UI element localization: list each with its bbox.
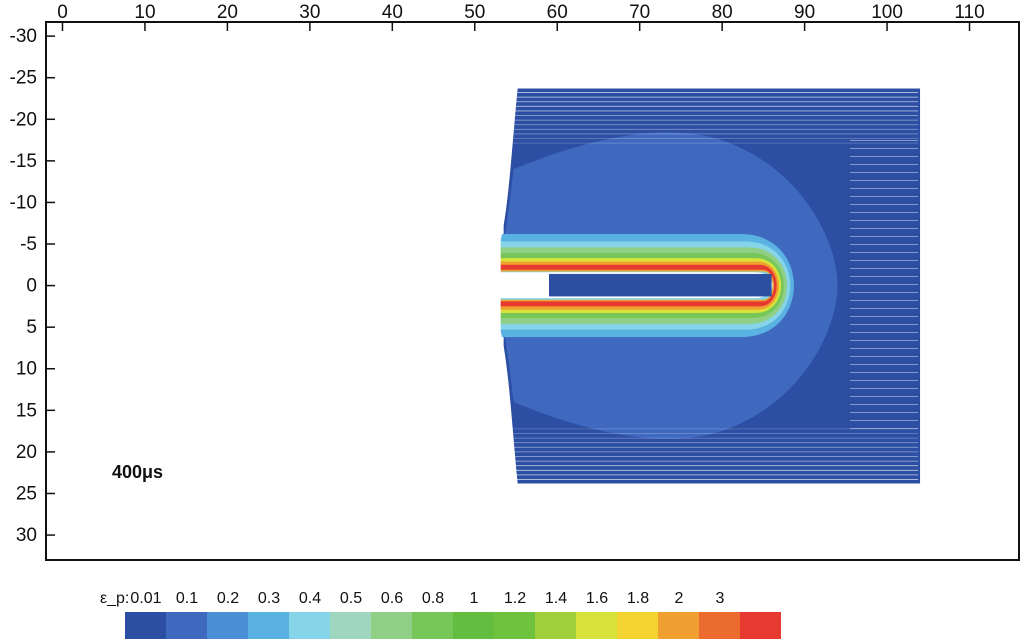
- plot-frame: [45, 21, 1020, 561]
- axes: 0 10 20 30 40 50 60 70 80 90 100 110-30-25-20-15-10…: [10, 2, 985, 546]
- x-tick-label-70: 70: [629, 2, 650, 23]
- x-tick-label-60: 60: [547, 2, 568, 23]
- colorbar-level-10: 1.4: [545, 590, 567, 607]
- colorbar-level-6: 0.6: [381, 590, 403, 607]
- y-tick-label-30: 30: [16, 525, 37, 546]
- x-tick-label-50: 50: [464, 2, 485, 23]
- y-tick-label-5: 5: [26, 317, 37, 338]
- colorbar-swatch-10: [535, 612, 576, 639]
- y-tick-label-20: 20: [16, 442, 37, 463]
- time-annotation: 400μs: [112, 462, 163, 482]
- colorbar-level-11: 1.6: [586, 590, 608, 607]
- colorbar-level-13: 2: [675, 590, 684, 607]
- y-tick-label--15: -15: [10, 151, 37, 172]
- x-tick-label-100: 100: [871, 2, 903, 23]
- y-tick-label--25: -25: [10, 68, 37, 89]
- x-tick-label-0: 0: [57, 2, 68, 23]
- y-tick-label-0: 0: [26, 276, 37, 297]
- colorbar-swatch-15: [740, 612, 781, 639]
- colorbar-level-9: 1.2: [504, 590, 526, 607]
- colorbar-level-4: 0.4: [299, 590, 321, 607]
- colorbar: ε_p: 0.01 0.1 0.2 0.3 0.4 0.5 0.6 0.8 1 1.2 1.4 1.6 1…: [100, 590, 781, 639]
- colorbar-swatch-0: [125, 612, 166, 639]
- colorbar-label: ε_p:: [100, 590, 129, 607]
- colorbar-level-5: 0.5: [340, 590, 362, 607]
- x-tick-label-40: 40: [382, 2, 403, 23]
- colorbar-level-12: 1.8: [627, 590, 649, 607]
- left-margin-mask: [491, 87, 501, 485]
- y-tick-label-10: 10: [16, 359, 37, 380]
- colorbar-swatch-4: [289, 612, 330, 639]
- x-tick-label-20: 20: [217, 2, 238, 23]
- y-tick-label--5: -5: [20, 234, 37, 255]
- x-tick-label-110: 110: [954, 2, 984, 23]
- colorbar-level-3: 0.3: [258, 590, 280, 607]
- colorbar-swatch-13: [658, 612, 699, 639]
- colorbar-level-7: 0.8: [422, 590, 444, 607]
- strain-field: [0, 87, 921, 485]
- x-tick-label-10: 10: [134, 2, 155, 23]
- y-tick-label--20: -20: [10, 109, 37, 130]
- x-tick-label-80: 80: [712, 2, 733, 23]
- colorbar-swatch-12: [617, 612, 658, 639]
- y-tick-label--10: -10: [10, 192, 37, 213]
- colorbar-swatch-14: [699, 612, 740, 639]
- colorbar-swatch-3: [248, 612, 289, 639]
- y-tick-label-25: 25: [16, 483, 37, 504]
- colorbar-level-8: 1: [470, 590, 479, 607]
- colorbar-level-0: 0.01: [130, 590, 161, 607]
- colorbar-swatch-11: [576, 612, 617, 639]
- y-tick-label--30: -30: [10, 26, 37, 47]
- y-tick-label-15: 15: [16, 400, 37, 421]
- colorbar-level-2: 0.2: [217, 590, 239, 607]
- colorbar-swatch-1: [166, 612, 207, 639]
- x-tick-label-30: 30: [299, 2, 320, 23]
- colorbar-swatch-2: [207, 612, 248, 639]
- colorbar-swatch-5: [330, 612, 371, 639]
- colorbar-level-1: 0.1: [176, 590, 198, 607]
- colorbar-swatch-9: [494, 612, 535, 639]
- colorbar-swatch-6: [371, 612, 412, 639]
- colorbar-swatch-8: [453, 612, 494, 639]
- colorbar-swatch-7: [412, 612, 453, 639]
- colorbar-level-14: 3: [716, 590, 725, 607]
- penetrator-rod: [548, 273, 772, 297]
- x-tick-label-90: 90: [794, 2, 815, 23]
